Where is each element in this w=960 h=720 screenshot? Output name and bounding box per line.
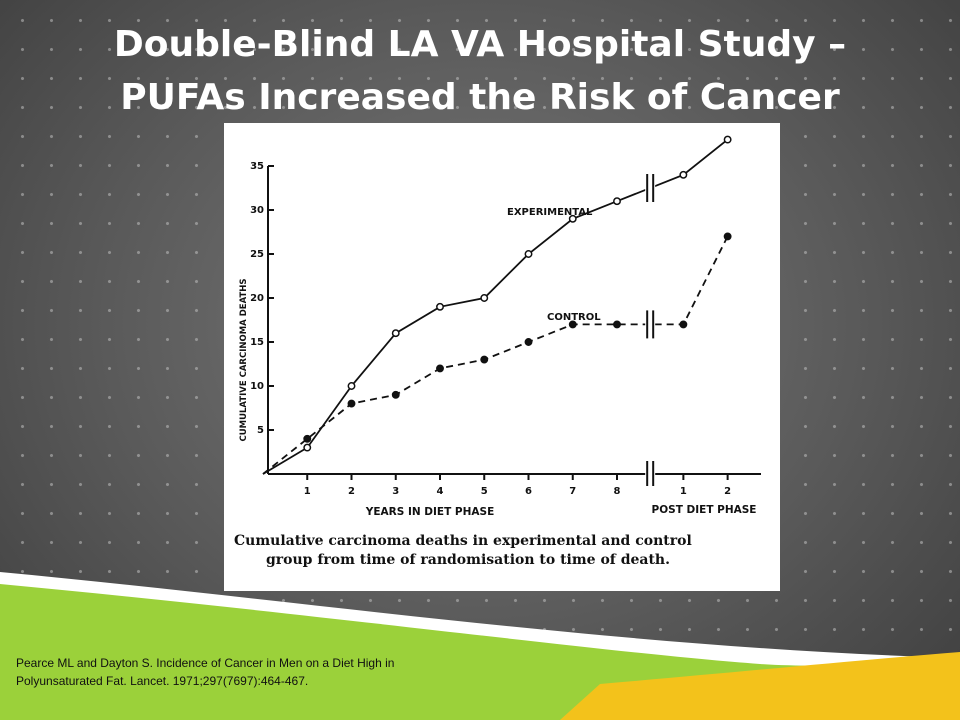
experimental-series-line <box>262 138 729 475</box>
experimental-series-label: EXPERIMENTAL <box>507 207 593 218</box>
y-tick-label-5: 5 <box>257 425 264 436</box>
control-point-3 <box>391 390 400 399</box>
experimental-point-1 <box>303 443 312 452</box>
experimental-series-break-gap <box>645 175 656 201</box>
x-tick-label-diet-1: 1 <box>304 486 311 497</box>
control-point-2 <box>347 399 356 408</box>
decorative-swoosh <box>0 572 960 720</box>
citation-line-1: Pearce ML and Dayton S. Incidence of Can… <box>16 656 395 670</box>
experimental-point-3 <box>391 329 400 338</box>
y-tick-label-25: 25 <box>250 249 264 260</box>
figure-caption: Cumulative carcinoma deaths in experimen… <box>234 532 774 570</box>
experimental-point-4 <box>436 302 444 311</box>
swoosh-yellow-band <box>560 652 960 720</box>
experimental-point-6 <box>524 250 533 258</box>
x-tick-label-diet-5: 5 <box>481 486 488 497</box>
control-point-7 <box>568 320 577 329</box>
y-tick-label-15: 15 <box>250 337 264 348</box>
x-tick-label-diet-6: 6 <box>525 486 532 497</box>
control-point-4 <box>436 364 444 373</box>
x-axis-label-post-diet-phase: POST DIET PHASE <box>652 504 757 516</box>
y-tick-label-10: 10 <box>250 381 264 392</box>
experimental-point-5 <box>480 294 489 302</box>
x-tick-label-diet-7: 7 <box>569 486 576 497</box>
y-axis-label: CUMULATIVE CARCINOMA DEATHS <box>239 278 249 441</box>
x-tick-label-diet-4: 4 <box>437 486 444 497</box>
caption-line-2: group from time of randomisation to time… <box>266 552 670 568</box>
control-series-line <box>262 235 729 475</box>
x-axis-label-diet-phase: YEARS IN DIET PHASE <box>365 506 495 518</box>
control-point-6 <box>524 338 533 346</box>
x-axis-break-gap <box>645 462 656 486</box>
cumulative-deaths-chart: CUMULATIVE CARCINOMA DEATHS YEARS IN DIE… <box>239 135 761 518</box>
control-series-break-gap <box>645 311 656 338</box>
control-point-5 <box>480 355 489 364</box>
slide-title-line-2: PUFAs Increased the Risk of Cancer <box>120 77 840 118</box>
control-point-9 <box>679 320 688 329</box>
citation: Pearce ML and Dayton S. Incidence of Can… <box>16 654 536 690</box>
control-point-8 <box>613 320 621 329</box>
caption-line-1: Cumulative carcinoma deaths in experimen… <box>234 533 692 549</box>
control-series-label: CONTROL <box>547 312 601 323</box>
experimental-point-2 <box>347 382 356 390</box>
chart-figure: CUMULATIVE CARCINOMA DEATHS YEARS IN DIE… <box>224 123 780 591</box>
control-point-10 <box>723 232 732 241</box>
experimental-point-8 <box>613 197 621 206</box>
x-tick-label-diet-2: 2 <box>348 486 355 497</box>
y-tick-label-35: 35 <box>250 161 264 172</box>
x-tick-label-post-2: 2 <box>724 486 731 497</box>
control-point-1 <box>303 434 312 443</box>
x-tick-label-diet-3: 3 <box>392 486 399 497</box>
experimental-point-7 <box>568 214 577 223</box>
slide-title-line-1: Double-Blind LA VA Hospital Study – <box>113 24 847 65</box>
slide-title: Double-Blind LA VA Hospital Study – PUFA… <box>40 18 920 124</box>
experimental-point-9 <box>679 170 688 179</box>
x-tick-label-diet-8: 8 <box>614 486 621 497</box>
y-tick-label-20: 20 <box>250 293 264 304</box>
x-tick-label-post-1: 1 <box>680 486 687 497</box>
citation-line-2: Polyunsaturated Fat. Lancet. 1971;297(76… <box>16 674 309 688</box>
y-tick-label-30: 30 <box>250 205 264 216</box>
experimental-point-10 <box>723 135 732 144</box>
